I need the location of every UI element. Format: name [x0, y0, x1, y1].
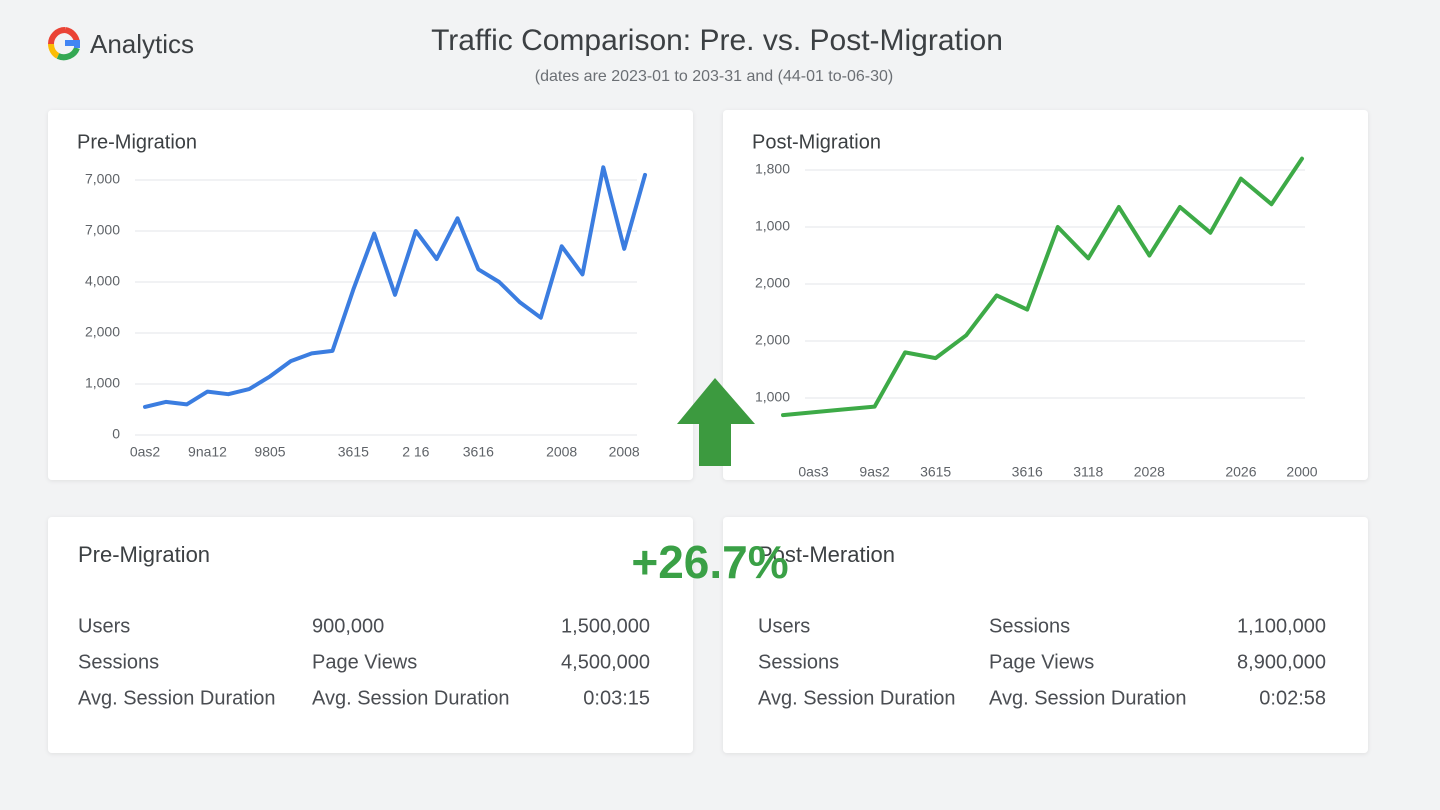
- stats-cell: 1,500,000: [561, 615, 650, 637]
- x-tick-label: 3615: [920, 464, 951, 480]
- y-tick-label: 0: [112, 426, 120, 442]
- x-tick-label: 2008: [546, 444, 577, 460]
- x-tick-label: 3616: [1012, 464, 1043, 480]
- stats-cell: Avg. Session Duration: [758, 687, 956, 709]
- stats-cell: 8,900,000: [1237, 651, 1326, 673]
- stats-cell: Sessions: [78, 651, 159, 673]
- x-tick-label: 9as2: [859, 464, 890, 480]
- page-subtitle: (dates are 2023-01 to 203-31 and (44-01 …: [535, 68, 893, 85]
- stats-cell: Sessions: [758, 651, 839, 673]
- page-title: Traffic Comparison: Pre. vs. Post-Migrat…: [431, 24, 1003, 57]
- x-tick-label: 2008: [609, 444, 640, 460]
- x-tick-label: 2028: [1134, 464, 1165, 480]
- google-logo: [48, 27, 80, 61]
- y-tick-label: 1,000: [85, 375, 120, 391]
- stats-card: [723, 517, 1368, 753]
- chart-card: [723, 110, 1368, 480]
- x-tick-label: 2 16: [402, 444, 429, 460]
- x-tick-label: 9na12: [188, 444, 227, 460]
- stats-cell: 0:03:15: [583, 687, 650, 709]
- stats-cell: Page Views: [312, 651, 417, 673]
- y-tick-label: 1,800: [755, 161, 790, 177]
- stats-cell: 900,000: [312, 615, 384, 637]
- y-tick-label: 1,000: [755, 389, 790, 405]
- stats-cell: 1,100,000: [1237, 615, 1326, 637]
- change-badge: +26.7%: [631, 536, 788, 588]
- stats-cell: Users: [78, 615, 130, 637]
- stats-cell: Avg. Session Duration: [78, 687, 276, 709]
- chart-title: Pre-Migration: [77, 131, 197, 153]
- chart-card: [48, 110, 693, 480]
- y-tick-label: 7,000: [85, 171, 120, 187]
- x-tick-label: 0as3: [798, 464, 829, 480]
- brand: Analytics: [90, 29, 194, 59]
- x-tick-label: 0as2: [130, 444, 161, 460]
- y-tick-label: 2,000: [85, 324, 120, 340]
- stats-cell: 0:02:58: [1259, 687, 1326, 709]
- line-series: [781, 156, 1304, 418]
- stats-cell: 4,500,000: [561, 651, 650, 673]
- y-tick-label: 1,000: [755, 218, 790, 234]
- stats-title: Post-Meration: [758, 542, 895, 567]
- stats-cell: Sessions: [989, 615, 1070, 637]
- x-tick-label: 3616: [463, 444, 494, 460]
- x-tick-label: 2026: [1225, 464, 1256, 480]
- x-tick-label: 3615: [338, 444, 369, 460]
- x-tick-label: 2000: [1286, 464, 1317, 480]
- up-arrow: [677, 378, 755, 466]
- stats-cell: Page Views: [989, 651, 1094, 673]
- x-tick-label: 9805: [254, 444, 285, 460]
- chart-title: Post-Migration: [752, 131, 881, 153]
- line-series: [143, 165, 647, 409]
- stats-card: [48, 517, 693, 753]
- x-tick-label: 3118: [1073, 464, 1103, 480]
- stats-title: Pre-Migration: [78, 542, 210, 567]
- y-tick-label: 2,000: [755, 275, 790, 291]
- stats-cell: Users: [758, 615, 810, 637]
- y-tick-label: 4,000: [85, 273, 120, 289]
- y-tick-label: 7,000: [85, 222, 120, 238]
- y-tick-label: 2,000: [755, 332, 790, 348]
- stats-cell: Avg. Session Duration: [989, 687, 1187, 709]
- stats-cell: Avg. Session Duration: [312, 687, 510, 709]
